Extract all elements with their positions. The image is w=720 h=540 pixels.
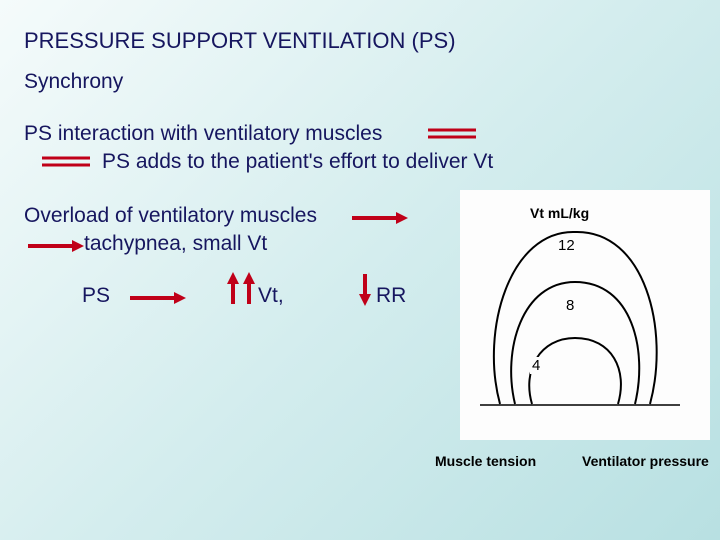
arrow-right-icon bbox=[26, 238, 86, 254]
page-title: PRESSURE SUPPORT VENTILATION (PS) bbox=[24, 28, 456, 54]
chart-xlabel-right: Ventilator pressure bbox=[582, 453, 709, 469]
chart-xlabel-left: Muscle tension bbox=[435, 453, 536, 469]
arrow-up-icon bbox=[242, 272, 256, 311]
arrow-up-icon bbox=[226, 272, 240, 311]
arrow-down-icon bbox=[358, 272, 372, 311]
rr-label: RR bbox=[376, 284, 406, 308]
pressure-volume-chart bbox=[460, 190, 710, 440]
text-line-4: tachypnea, small Vt bbox=[84, 232, 267, 256]
text-line-3: Overload of ventilatory muscles bbox=[24, 204, 317, 228]
ps-label: PS bbox=[82, 284, 110, 308]
double-arrow-icon bbox=[422, 124, 482, 144]
chart-svg bbox=[460, 190, 710, 440]
text-line-1: PS interaction with ventilatory muscles bbox=[24, 122, 382, 146]
chart-tick-12: 12 bbox=[556, 237, 577, 254]
chart-yaxis-label: Vt mL/kg bbox=[530, 205, 589, 221]
chart-tick-8: 8 bbox=[564, 297, 576, 314]
vt-label: Vt, bbox=[258, 284, 284, 308]
chart-tick-4: 4 bbox=[530, 357, 542, 374]
chart-curve-outer bbox=[494, 232, 657, 404]
text-line-2: PS adds to the patient's effort to deliv… bbox=[102, 150, 493, 174]
arrow-right-icon bbox=[128, 290, 188, 306]
arrow-right-icon bbox=[350, 210, 410, 226]
subtitle: Synchrony bbox=[24, 70, 123, 94]
double-arrow-icon bbox=[36, 152, 96, 172]
chart-curve-inner bbox=[529, 338, 621, 404]
